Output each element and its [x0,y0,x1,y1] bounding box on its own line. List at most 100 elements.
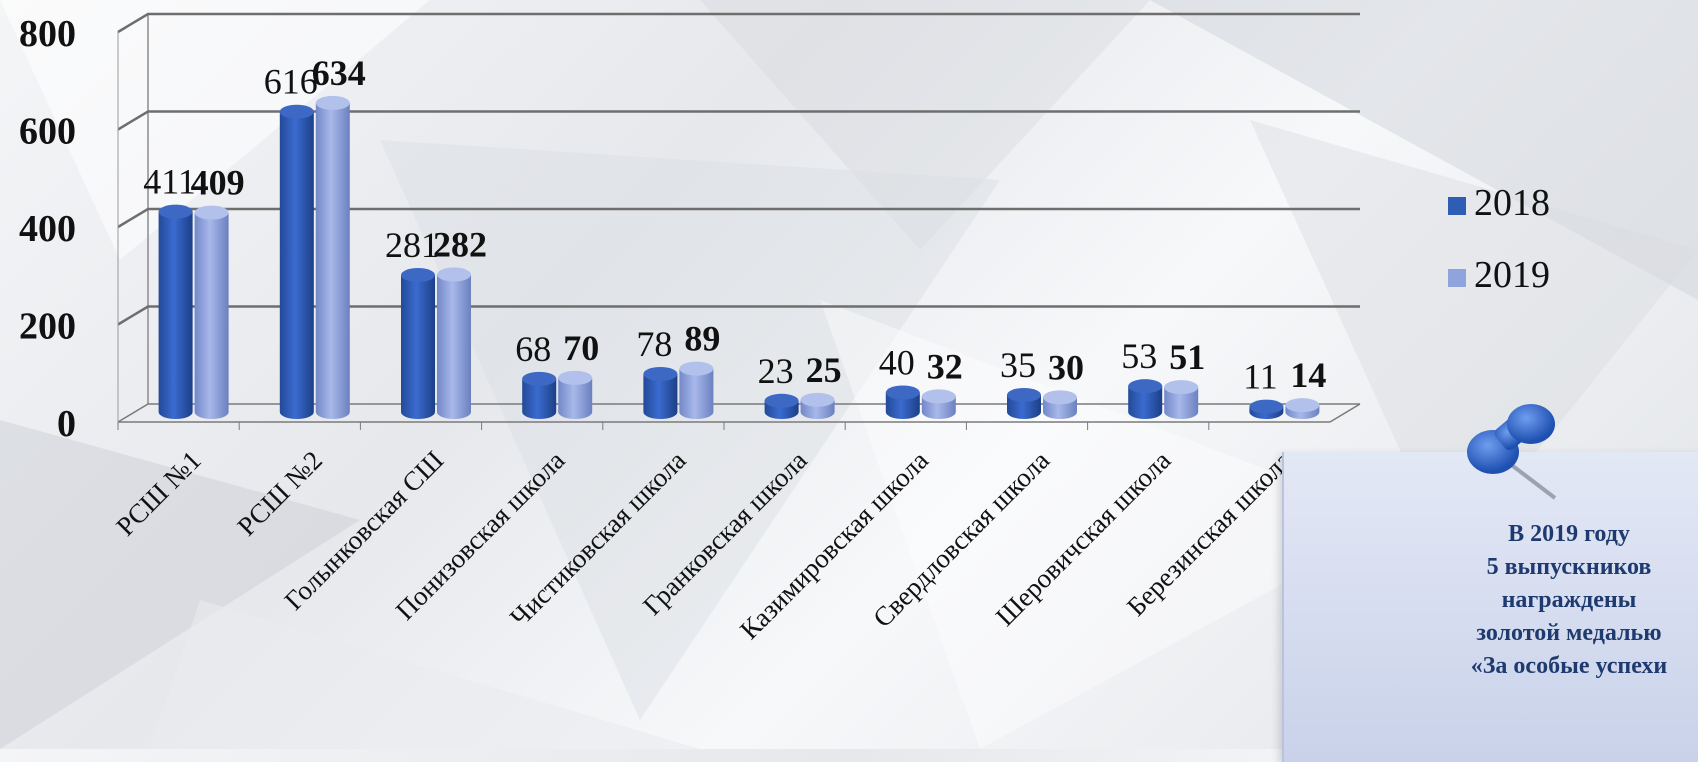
bar-body [885,392,920,420]
bar-2019-2 [437,267,471,419]
data-label-2019: 14 [1290,355,1326,395]
data-label-2019: 89 [684,319,720,359]
legend-swatch [1448,269,1466,287]
bar-body [522,378,557,420]
y-tick-label: 800 [19,13,76,55]
y-axis: 0 200 400 600 800 [19,13,76,445]
bar-body [158,211,193,420]
bar-cap [158,204,193,219]
y-tick-label: 200 [19,306,76,348]
bar-2018-1 [279,104,314,420]
bar-cap [558,370,593,385]
data-label-2019: 409 [191,163,245,203]
bar-body [1128,386,1163,420]
data-label-2018: 68 [515,329,551,369]
gridline [117,305,1360,326]
data-label-2019: 634 [312,53,366,93]
bar-2018-7 [1007,387,1041,419]
data-label-2018: 11 [1243,357,1278,397]
data-label-2018: 281 [385,225,439,265]
bar-cap [1285,398,1320,413]
data-label-2018: 616 [264,62,318,102]
data-label-2018: 23 [758,351,794,391]
note-line: 5 выпускников [1486,554,1652,580]
y-tick-label: 400 [19,208,76,250]
bar-2018-3 [522,371,557,420]
data-label-2019: 30 [1048,347,1084,387]
bar-cap [437,267,471,282]
bar-cap [522,371,557,386]
data-label-2019: 32 [927,346,963,386]
bar-2018-9 [1249,399,1284,420]
bar-body [401,275,435,419]
legend-label: 2018 [1474,182,1550,224]
bar-cap [764,393,799,408]
note-line: В 2019 году [1508,521,1630,547]
bar-cap [1043,390,1077,405]
gridline [117,403,1360,423]
bar-2018-5 [764,393,799,420]
bar-cap [1249,399,1284,414]
bar-cap [800,392,835,407]
bar-2018-2 [401,268,435,419]
data-label-2018: 78 [636,324,672,364]
data-label-2018: 40 [879,343,915,383]
bar-body [315,102,350,420]
bar-cap [315,95,350,110]
gridline [117,110,1360,131]
x-tick-label: РСШ №1 [110,445,207,542]
bar-2018-4 [643,366,678,420]
note-text: В 2019 году 5 выпускников награждены зол… [1284,518,1698,683]
bar-2019-4 [679,361,714,420]
bar-cap [885,385,920,400]
bar-cap [921,389,956,404]
grid [117,12,1361,423]
bar-2019-0 [194,205,229,420]
data-label-2018: 35 [1000,345,1036,385]
bar-2019-8 [1164,380,1199,420]
bar-2019-5 [800,392,835,420]
bar-body [1164,387,1199,420]
data-label-2019: 51 [1169,337,1205,377]
gridline [117,12,1360,34]
bar-cap [679,361,714,376]
bar-2019-7 [1043,390,1077,419]
bar-2019-1 [315,95,350,420]
note-line: награждены [1501,587,1637,613]
floor-edge [1329,403,1361,423]
bar-2019-9 [1285,398,1320,420]
bar-body [643,373,678,420]
bar-cap [279,104,314,119]
bar-cap [643,366,678,381]
bar-body [194,212,229,420]
data-label-2019: 25 [806,350,842,390]
bar-2018-0 [158,204,193,420]
bar-cap [1128,379,1163,394]
y-tick-label: 600 [19,111,76,153]
bar-cap [401,268,435,283]
legend: 2018 2019 [1448,182,1550,296]
bar-body [437,274,471,419]
bar-cap [1164,380,1199,395]
note-line: золотой медалью [1476,620,1662,646]
bar-body [679,368,714,420]
note-line: «За особые успехи [1470,653,1668,679]
y-tick-label: 0 [57,403,76,445]
data-label-2019: 282 [433,225,487,265]
info-note: В 2019 году 5 выпускников награждены зол… [1282,452,1698,762]
data-label-2018: 53 [1121,336,1157,376]
bar-2019-6 [921,389,956,420]
bar-cap [194,205,229,220]
x-tick-label: РСШ №2 [231,445,328,542]
bar-2019-3 [558,370,593,420]
gridline [117,207,1360,229]
bar-2018-6 [885,385,920,420]
bar-body [558,377,593,420]
data-label-2018: 411 [143,162,196,202]
bar-body [279,111,314,420]
data-label-2019: 70 [563,328,599,368]
